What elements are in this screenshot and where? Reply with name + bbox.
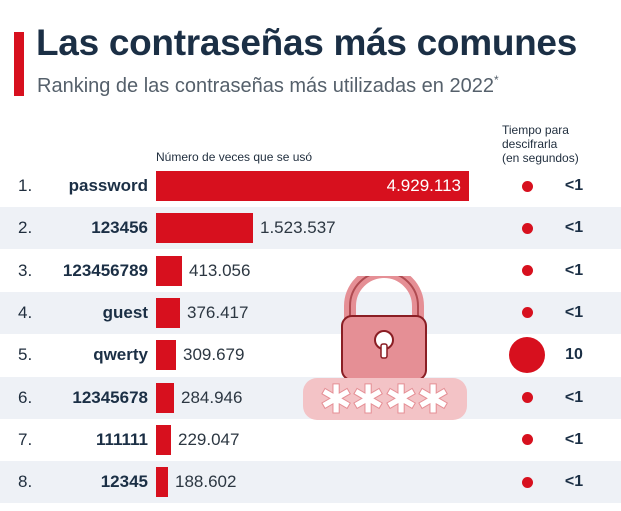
crack-time-dot bbox=[521, 434, 533, 446]
value-label: 284.946 bbox=[181, 387, 243, 407]
title-accent-bar bbox=[14, 32, 24, 96]
crack-time-dot bbox=[521, 307, 533, 319]
bar bbox=[156, 255, 182, 286]
chart-subtitle: Ranking de las contraseñas más utilizada… bbox=[37, 73, 499, 97]
crack-time-dot bbox=[521, 476, 533, 488]
rank-label: 4. bbox=[18, 302, 33, 322]
value-label: 309.679 bbox=[183, 345, 245, 365]
password-category-label: 12345 bbox=[100, 472, 148, 492]
crack-time-label: <1 bbox=[564, 219, 584, 237]
password-category-label: 123456789 bbox=[62, 260, 148, 280]
chart-row: 2. 123456 1.523.537 <1 bbox=[0, 207, 621, 250]
value-label: 188.602 bbox=[175, 472, 237, 492]
crack-time-dot bbox=[521, 180, 533, 192]
password-category-label: 123456 bbox=[91, 218, 148, 238]
crack-time-label: <1 bbox=[564, 388, 584, 406]
crack-time-label: <1 bbox=[564, 303, 584, 321]
chart-row: 8. 12345 188.602 <1 bbox=[0, 461, 621, 504]
chart-row: 5. qwerty 309.679 10 bbox=[0, 334, 621, 376]
value-label: 4.929.113 bbox=[386, 176, 461, 195]
password-category-label: 111111 bbox=[95, 429, 148, 449]
bars-column-header: Número de veces que se usó bbox=[156, 150, 313, 164]
crack-time-label: <1 bbox=[564, 473, 584, 491]
chart-title: Las contraseñas más comunes bbox=[36, 22, 577, 63]
rank-label: 5. bbox=[18, 345, 33, 365]
rank-label: 2. bbox=[18, 218, 33, 238]
value-label: 413.056 bbox=[189, 260, 251, 280]
crack-time-dot bbox=[521, 392, 533, 403]
password-category-label: password bbox=[68, 176, 148, 195]
masked-asterisks: ✱ ✱ ✱ ✱ bbox=[319, 377, 451, 424]
crack-time-label: 10 bbox=[565, 346, 583, 364]
bar bbox=[156, 171, 469, 201]
bar bbox=[156, 297, 180, 328]
bar bbox=[156, 213, 253, 244]
padlock-icon: ✱ ✱ ✱ ✱ bbox=[303, 276, 467, 424]
chart-row: 3. 123456789 413.056 <1 bbox=[0, 250, 621, 292]
crack-time-dot bbox=[521, 222, 533, 234]
rank-label: 8. bbox=[18, 472, 33, 492]
chart-row: 4. guest 376.417 <1 bbox=[0, 291, 621, 334]
bar bbox=[156, 424, 171, 455]
password-category-label: 12345678 bbox=[72, 387, 148, 407]
bar bbox=[156, 467, 168, 498]
svg-text:✱: ✱ bbox=[384, 377, 418, 423]
rank-label: 1. bbox=[18, 176, 33, 195]
crack-time-label: <1 bbox=[564, 430, 584, 448]
value-label: 229.047 bbox=[178, 429, 240, 449]
crack-time-label: <1 bbox=[564, 261, 584, 279]
bar bbox=[156, 382, 174, 413]
svg-text:✱: ✱ bbox=[351, 377, 385, 423]
crack-time-dot bbox=[521, 265, 533, 277]
password-category-label: qwerty bbox=[93, 345, 148, 365]
crack-time-dot bbox=[509, 337, 545, 374]
value-label: 376.417 bbox=[187, 302, 249, 322]
time-column-header: Tiempo para descifrarla (en segundos) bbox=[502, 123, 579, 165]
svg-text:✱: ✱ bbox=[416, 377, 450, 423]
rank-label: 6. bbox=[18, 387, 33, 407]
chart-row: 1. password 4.929.113 <1 bbox=[0, 165, 621, 207]
chart-row: 7. 111111 229.047 <1 bbox=[0, 419, 621, 461]
svg-text:✱: ✱ bbox=[319, 377, 353, 423]
value-label: 1.523.537 bbox=[260, 218, 336, 238]
bar bbox=[156, 340, 176, 371]
password-category-label: guest bbox=[102, 302, 148, 322]
rank-label: 7. bbox=[18, 429, 33, 449]
crack-time-label: <1 bbox=[564, 177, 584, 194]
rank-label: 3. bbox=[18, 260, 33, 280]
